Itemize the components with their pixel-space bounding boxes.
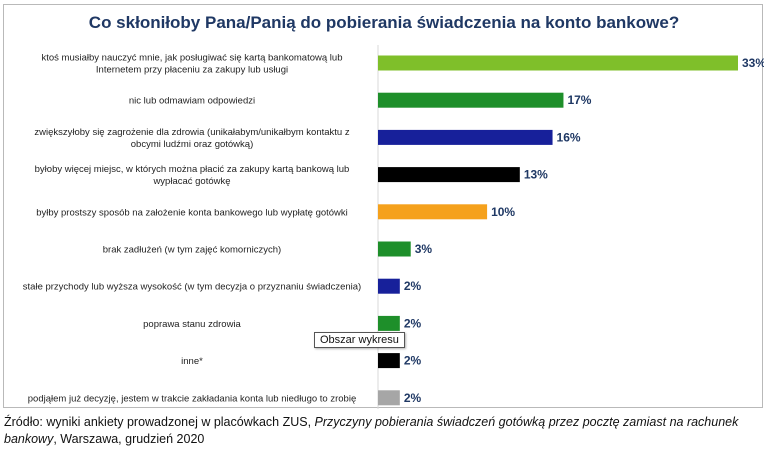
- value-label-2: 17%: [567, 93, 591, 107]
- category-label-line: wypłacać gotówkę: [152, 176, 230, 187]
- category-label-line: inne*: [181, 356, 203, 367]
- category-label-line: byłby prostszy sposób na założenie konta…: [36, 207, 348, 218]
- bar-9: [378, 353, 400, 369]
- category-label-10: podjąłem już decyzję, jestem w trakcie z…: [28, 393, 356, 404]
- source-note: Źródło: wyniki ankiety prowadzonej w pla…: [4, 414, 764, 448]
- value-label-9: 2%: [404, 354, 422, 368]
- category-label-5: byłby prostszy sposób na założenie konta…: [36, 207, 348, 218]
- category-label-9: inne*: [181, 356, 203, 367]
- category-label-line: stałe przychody lub wyższa wysokość (w t…: [23, 282, 361, 293]
- chart-area-tooltip: Obszar wykresu: [314, 332, 405, 348]
- category-label-line: nic lub odmawiam odpowiedzi: [129, 96, 255, 107]
- category-label-line: poprawa stanu zdrowia: [143, 319, 241, 330]
- category-label-6: brak zadłużeń (w tym zajęć komorniczych): [103, 245, 281, 256]
- category-label-3: zwiększyłoby się zagrożenie dla zdrowia …: [34, 127, 349, 150]
- bar-2: [378, 92, 564, 108]
- value-label-8: 2%: [404, 316, 422, 330]
- category-label-line: obcymi ludźmi oraz gotówką): [131, 139, 254, 150]
- value-label-6: 3%: [415, 242, 433, 256]
- source-prefix: Źródło: wyniki ankiety prowadzonej w pla…: [4, 415, 315, 429]
- value-label-7: 2%: [404, 279, 422, 293]
- bar-chart: 33% ktoś musiałby nauczyć mnie, jak posłu…: [23, 45, 764, 409]
- category-label-7: stałe przychody lub wyższa wysokość (w t…: [23, 282, 361, 293]
- category-label-line: brak zadłużeń (w tym zajęć komorniczych): [103, 245, 281, 256]
- category-label-line: Internetem przy płaceniu za zakupy lub u…: [96, 65, 288, 76]
- bar-10: [378, 390, 400, 406]
- bar-1: [378, 55, 738, 71]
- category-label-line: ktoś musiałby nauczyć mnie, jak posługiw…: [42, 53, 343, 64]
- bar-4: [378, 167, 520, 183]
- bar-7: [378, 278, 400, 294]
- bar-3: [378, 129, 553, 145]
- category-label-line: byłoby więcej miejsc, w których można pł…: [35, 164, 350, 175]
- value-label-3: 16%: [557, 130, 581, 144]
- value-label-1: 33%: [742, 56, 764, 70]
- bar-5: [378, 204, 488, 220]
- source-title: Przyczyny pobierania świadczeń gotówką p…: [4, 415, 739, 446]
- bar-6: [378, 241, 411, 257]
- category-label-4: byłoby więcej miejsc, w których można pł…: [35, 164, 350, 187]
- category-label-8: poprawa stanu zdrowia: [143, 319, 241, 330]
- category-label-2: nic lub odmawiam odpowiedzi: [129, 96, 255, 107]
- value-label-10: 2%: [404, 391, 422, 405]
- category-label-line: podjąłem już decyzję, jestem w trakcie z…: [28, 393, 356, 404]
- chart-title: Co skłoniłoby Pana/Panią do pobierania ś…: [88, 13, 680, 32]
- category-label-line: zwiększyłoby się zagrożenie dla zdrowia …: [34, 127, 349, 138]
- bar-8: [378, 315, 400, 331]
- value-label-5: 10%: [491, 205, 515, 219]
- category-label-1: ktoś musiałby nauczyć mnie, jak posługiw…: [42, 53, 343, 76]
- value-label-4: 13%: [524, 168, 548, 182]
- source-suffix: , Warszawa, grudzień 2020: [53, 432, 205, 446]
